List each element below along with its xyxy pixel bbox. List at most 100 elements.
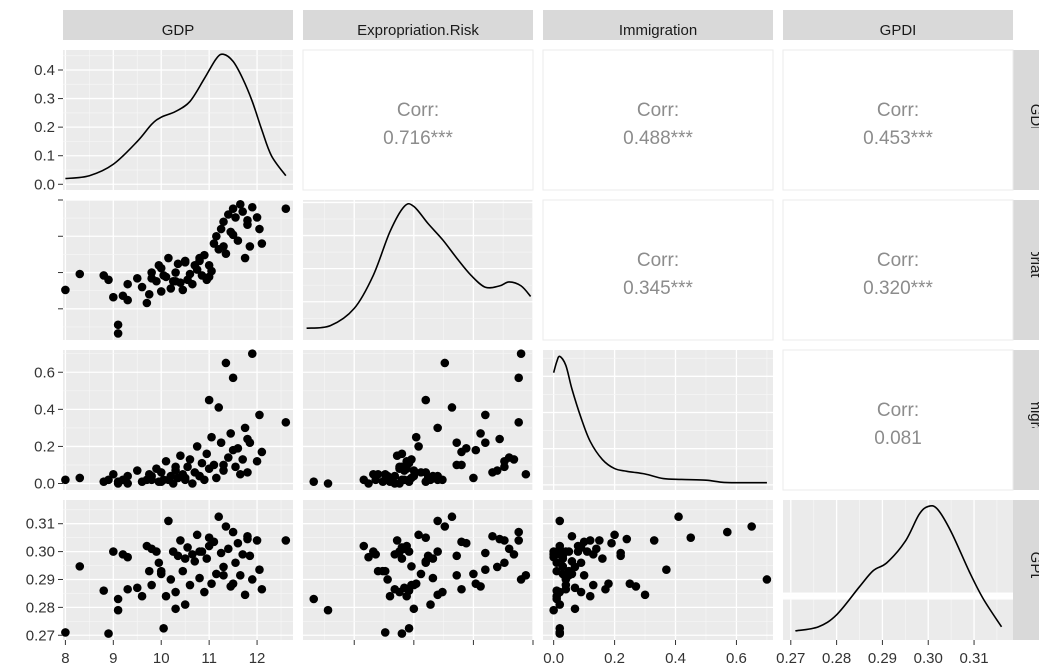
scatter-point <box>166 471 176 481</box>
scatter-point <box>323 479 333 488</box>
y-tick-label: 0.3 <box>34 91 55 108</box>
scatter-point <box>373 469 383 479</box>
column-strip-label: Immigration <box>619 22 697 39</box>
scatter-point <box>104 275 113 285</box>
scatter-point <box>228 230 238 240</box>
scatter-point <box>147 544 156 554</box>
x-tick-label: 10 <box>153 650 170 667</box>
correlation-label: Corr: <box>637 100 679 121</box>
scatter-point <box>585 536 595 545</box>
scatter-point <box>123 584 132 594</box>
scatter-point <box>195 253 204 263</box>
panel-r2-c3: Corr: 0.345*** <box>542 199 774 341</box>
scatter-point <box>238 207 247 216</box>
scatter-point <box>147 274 156 283</box>
scatter-point <box>257 447 267 457</box>
scatter-point <box>166 284 176 293</box>
scatter-point <box>109 469 118 479</box>
density-curve-GDP <box>65 53 287 180</box>
scatter-point <box>433 516 442 526</box>
scatter-point <box>421 557 431 566</box>
panel-r4-c2 <box>303 500 534 640</box>
scatter-point <box>235 469 245 479</box>
scatter-point <box>414 442 423 451</box>
scatter-point <box>469 473 478 483</box>
scatter-point <box>212 231 221 241</box>
y-tick-label: 0.0 <box>34 176 55 193</box>
scatter-point <box>144 566 154 576</box>
scatter-point <box>552 558 562 568</box>
y-tick-label: 0.4 <box>34 62 55 79</box>
correlation-value: 0.716*** <box>383 128 453 149</box>
scatter-point <box>364 552 373 562</box>
scatter-point <box>176 536 185 545</box>
y-tick-label: 0.6 <box>34 364 55 381</box>
panel-r2-c1 <box>61 199 293 340</box>
scatter-point <box>504 544 514 554</box>
scatter-point <box>195 573 204 583</box>
scatter-point <box>469 569 478 579</box>
panel-r1-c3: Corr: 0.488*** <box>542 49 774 191</box>
scatter-point <box>255 565 264 575</box>
scatter-point <box>109 292 118 302</box>
scatter-point <box>207 432 216 442</box>
scatter-point <box>178 566 188 576</box>
y-tick-label: 0.2 <box>34 119 55 136</box>
scatter-point <box>188 479 197 488</box>
y-tick-label: 0.2 <box>34 438 55 455</box>
scatter-point <box>402 591 411 601</box>
scatter-point <box>631 582 641 591</box>
x-tick-label: 0.28 <box>822 650 851 667</box>
y-tick-label: 0.31 <box>26 516 55 533</box>
scatter-point <box>481 410 490 420</box>
scatter-point <box>99 586 109 595</box>
panel-r4-c4 <box>783 500 1013 640</box>
scatter-point <box>216 224 226 234</box>
scatter-point <box>610 530 619 540</box>
scatter-point <box>492 562 502 572</box>
scatter-point <box>166 575 176 584</box>
scatter-point <box>243 534 252 544</box>
scatter-point <box>243 434 252 444</box>
scatter-point <box>219 460 228 470</box>
scatter-point <box>180 600 190 609</box>
scatter-point <box>390 479 400 488</box>
correlation-value: 0.081 <box>874 428 922 449</box>
scatter-point <box>75 473 85 483</box>
scatter-point <box>421 533 431 542</box>
scatter-point <box>686 533 696 542</box>
panel-r4-c3 <box>543 500 773 640</box>
scatter-point <box>323 605 333 615</box>
scatter-point <box>219 570 228 580</box>
scatter-point <box>183 462 192 472</box>
scatter-point <box>180 473 190 483</box>
x-tick-label: 11 <box>201 650 217 667</box>
scatter-point <box>495 434 504 444</box>
correlation-value: 0.488*** <box>623 128 693 149</box>
scatter-point <box>383 575 392 584</box>
scatter-point <box>409 604 419 614</box>
scatter-point <box>426 600 435 609</box>
scatter-point <box>197 458 207 468</box>
scatter-point <box>224 544 233 554</box>
scatter-point <box>433 471 442 481</box>
column-strip-label: GDP <box>162 22 195 39</box>
correlation-panel-border <box>782 49 1014 191</box>
y-tick-label: 0.1 <box>34 148 55 165</box>
scatter-point <box>212 569 221 579</box>
scatter-point <box>378 566 388 576</box>
scatter-point <box>495 534 504 544</box>
panel-r3-c2 <box>303 349 534 490</box>
scatter-point <box>171 276 180 286</box>
panel-background <box>783 500 1013 640</box>
scatter-point <box>161 272 171 282</box>
correlation-label: Corr: <box>637 250 679 271</box>
scatter-point <box>281 536 291 545</box>
scatter-point <box>488 468 497 477</box>
scatter-point <box>190 557 200 566</box>
scatter-point <box>488 531 497 541</box>
scatter-point <box>421 395 431 405</box>
y-tick-label: 0.0 <box>34 476 55 493</box>
scatter-point <box>61 285 70 295</box>
scatter-point <box>132 583 142 593</box>
